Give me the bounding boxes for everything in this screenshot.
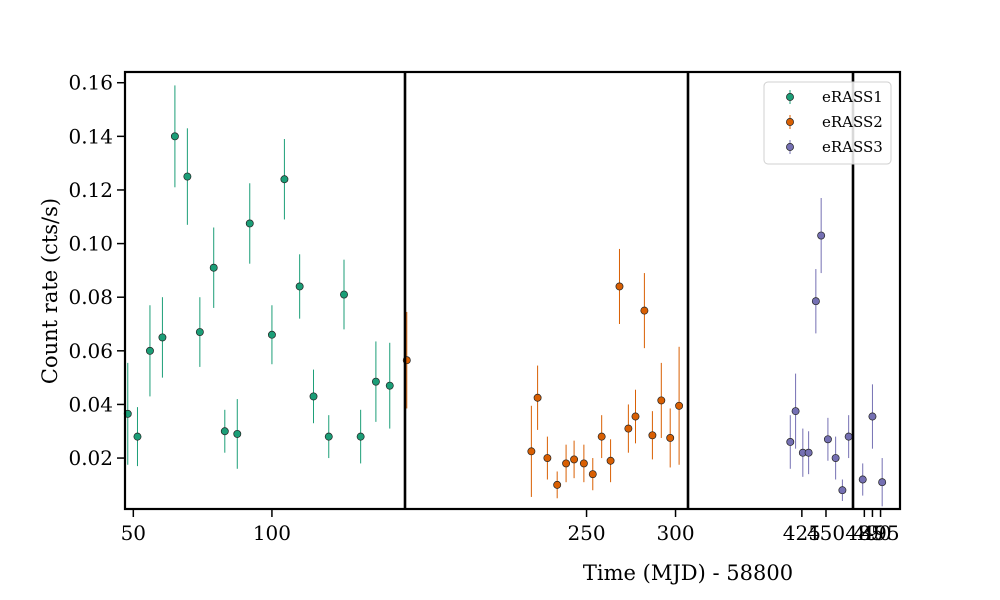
series-erass1 [123, 85, 394, 469]
y-tick-label-4: 0.10 [68, 232, 113, 256]
x-tick-label-3-1: 490 [853, 521, 891, 545]
data-point-erass2-8 [588, 470, 597, 479]
data-point-erass3-6 [823, 435, 832, 444]
data-point-erass3-10 [858, 475, 867, 484]
data-point-erass2-1 [527, 447, 536, 456]
data-point-erass3-7 [831, 454, 840, 463]
x-tick-label-2-1: 450 [807, 521, 845, 545]
data-point-erass2-11 [615, 282, 624, 291]
data-point-erass1-19 [385, 381, 394, 390]
data-point-erass2-12 [624, 424, 633, 433]
x-tick-label-0-0: 50 [121, 521, 146, 545]
data-point-erass1-18 [371, 377, 380, 386]
data-point-erass1-12 [280, 175, 289, 184]
data-point-erass2-13 [631, 412, 640, 421]
x-tick-label-0-1: 100 [253, 521, 291, 545]
data-point-erass1-1 [133, 432, 142, 441]
data-point-erass2-14 [640, 306, 649, 315]
data-point-erass1-7 [209, 263, 218, 272]
data-point-erass2-6 [570, 455, 579, 464]
data-point-erass1-10 [245, 219, 254, 228]
data-point-erass1-8 [220, 427, 229, 436]
data-point-erass2-7 [579, 459, 588, 468]
data-point-erass1-15 [324, 432, 333, 441]
data-point-erass1-6 [195, 328, 204, 337]
legend-label-2: eRASS3 [822, 138, 883, 156]
axis-layer: 0.02 0.04 0.06 0.08 0.10 0.12 0.14 0.16 50 100 250… [68, 70, 902, 545]
x-tick-label-3-2: 495 [861, 521, 899, 545]
data-point-erass1-14 [309, 392, 318, 401]
y-tick-label-5: 0.12 [68, 178, 113, 202]
x-tick-label-1-1: 300 [656, 521, 694, 545]
y-tick-label-2: 0.06 [68, 339, 113, 363]
data-point-erass2-3 [543, 454, 552, 463]
data-point-erass3-3 [804, 448, 813, 457]
data-point-erass3-9 [844, 432, 853, 441]
data-point-erass2-15 [648, 431, 657, 440]
data-point-erass3-1 [791, 407, 800, 416]
y-tick-label-1: 0.04 [68, 392, 113, 416]
y-axis-label: Count rate (cts/s) [38, 198, 62, 384]
data-point-erass1-4 [170, 132, 179, 141]
data-point-erass2-17 [666, 434, 675, 442]
series-erass2 [402, 248, 684, 499]
legend-label-1: eRASS2 [822, 113, 883, 131]
data-point-erass1-2 [146, 346, 154, 355]
y-tick-label-0: 0.02 [68, 446, 113, 470]
legend-marker-1 [786, 118, 794, 126]
data-point-erass3-12 [878, 478, 887, 487]
data-point-erass2-9 [597, 432, 606, 441]
legend-box [763, 81, 892, 165]
y-tick-label-3: 0.08 [68, 285, 113, 309]
data-point-erass1-11 [267, 330, 276, 339]
data-point-erass1-13 [295, 282, 304, 291]
data-point-erass3-0 [786, 438, 795, 446]
plot-frame [123, 70, 902, 511]
data-point-erass2-4 [553, 480, 562, 489]
data-point-erass1-3 [158, 333, 167, 342]
data-layer [123, 85, 887, 507]
data-point-erass1-5 [183, 172, 192, 181]
data-point-erass1-9 [233, 429, 242, 438]
data-point-erass1-16 [340, 290, 348, 299]
legend-marker-0 [786, 93, 794, 101]
data-point-erass2-18 [675, 401, 684, 410]
data-point-erass2-16 [657, 396, 666, 405]
legend-marker-2 [786, 143, 794, 151]
x-tick-label-2-0: 425 [783, 521, 821, 545]
series-erass3 [786, 198, 887, 507]
x-tick-label-1-0: 250 [567, 521, 605, 545]
data-point-erass3-5 [817, 231, 826, 240]
legend-label-0: eRASS1 [822, 88, 883, 106]
data-point-erass2-5 [562, 459, 571, 468]
y-tick-label-7: 0.16 [68, 71, 113, 95]
data-point-erass3-8 [838, 486, 847, 495]
data-point-erass3-11 [868, 412, 877, 421]
data-point-erass2-10 [606, 456, 615, 465]
x-tick-label-3-0: 485 [845, 521, 883, 545]
y-tick-label-6: 0.14 [68, 124, 113, 148]
data-point-erass3-4 [811, 297, 820, 306]
data-point-erass1-17 [356, 432, 365, 441]
x-axis-label: Time (MJD) - 58800 [583, 561, 793, 585]
legend: eRASS1 eRASS2 eRASS3 [763, 81, 892, 165]
data-point-erass2-2 [533, 393, 542, 402]
